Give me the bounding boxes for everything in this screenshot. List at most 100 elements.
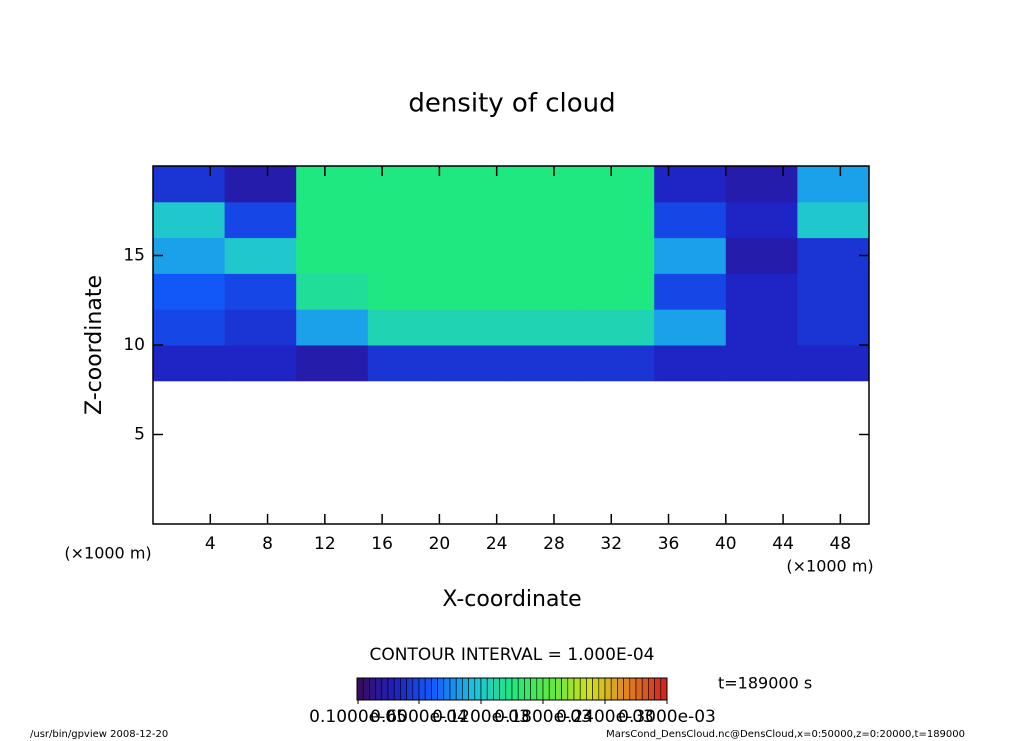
heat-cell (296, 273, 369, 310)
colorbar-swatch (592, 677, 600, 701)
colorbar-swatch (548, 677, 556, 701)
colorbar-swatch (443, 677, 451, 701)
y-axis-label: Z-coordinate (82, 275, 107, 415)
heat-cell (725, 345, 798, 382)
colorbar-swatch (449, 677, 457, 701)
colorbar-swatch (660, 677, 668, 701)
x-tick-label: 36 (658, 534, 680, 554)
y-tick-label: 15 (123, 246, 145, 266)
heat-cell (296, 309, 369, 346)
x-tick-label: 44 (772, 534, 794, 554)
heat-cell (439, 201, 512, 239)
colorbar-swatch (654, 677, 662, 701)
colorbar-swatch (474, 677, 482, 701)
colorbar-swatch (437, 677, 445, 701)
footer: /usr/bin/gpview 2008-12-20 (30, 729, 168, 740)
heat-cell (439, 309, 512, 346)
heat-cell (725, 201, 798, 239)
colorbar-swatch (511, 677, 519, 701)
colorbar-swatch (641, 677, 649, 701)
colorbar-tick-label: 0.2400e-03 (556, 707, 654, 727)
heat-cell (797, 273, 870, 310)
colorbar-swatch (356, 677, 364, 701)
colorbar-swatch (610, 677, 618, 701)
colorbar-swatch (567, 677, 575, 701)
heat-cell (511, 309, 584, 346)
x-tick-label: 12 (314, 534, 336, 554)
colorbar-swatch (418, 677, 426, 701)
y-tick-label: 10 (123, 335, 145, 355)
colorbar-swatch (468, 677, 476, 701)
colorbar-swatch (579, 677, 587, 701)
colorbar-swatch (387, 677, 395, 701)
x-tick-label: 40 (715, 534, 737, 554)
colorbar-swatch (462, 677, 469, 701)
heat-cell (367, 166, 440, 203)
heat-cell (511, 345, 584, 382)
colorbar-swatch (362, 677, 370, 701)
colorbar-swatch (586, 677, 593, 701)
heat-cell (797, 166, 870, 203)
heat-cell (582, 201, 655, 239)
heat-cell (439, 345, 512, 382)
chart-title: density of cloud (408, 89, 615, 119)
heat-cell (439, 273, 512, 310)
heat-cell (367, 309, 440, 346)
x-tick-label: 4 (205, 534, 216, 554)
x-tick-label: 24 (486, 534, 508, 554)
heat-cell (224, 237, 297, 274)
x-tick-label: 32 (600, 534, 622, 554)
colorbar-tick-label: 0.1800e-03 (494, 707, 592, 727)
heat-cell (797, 309, 870, 346)
colorbar-swatch (530, 677, 538, 701)
colorbar-swatch (524, 677, 531, 701)
heat-cell (582, 166, 655, 203)
colorbar-swatch (635, 677, 643, 701)
heat-cell (511, 201, 584, 239)
heat-cell (296, 237, 369, 274)
x-tick-label: 48 (830, 534, 852, 554)
colorbar-swatch (542, 677, 550, 701)
y-tick-label: 5 (134, 425, 145, 445)
heat-cell (439, 237, 512, 274)
x-tick-label: 16 (371, 534, 393, 554)
colorbar-swatch (381, 677, 389, 701)
heat-cell (296, 201, 369, 239)
colorbar-swatch (505, 677, 513, 701)
heat-cell (153, 166, 226, 203)
colorbar-swatch (375, 677, 383, 701)
heat-cell (439, 166, 512, 203)
colorbar-swatch (536, 677, 544, 701)
colorbar-swatch (400, 677, 407, 701)
heat-cell (224, 201, 297, 239)
heat-cell (367, 237, 440, 274)
heat-cell (153, 237, 226, 274)
heat-cell (582, 309, 655, 346)
colorbar-swatch (648, 677, 655, 701)
heat-cell (654, 309, 727, 346)
colorbar-swatch (486, 677, 494, 701)
colorbar-frame (356, 677, 668, 701)
colorbar-swatch (406, 677, 414, 701)
heat-cell (224, 166, 297, 203)
x-unit: (×1000 m) (786, 557, 873, 576)
colorbar-swatch (629, 677, 637, 701)
contour-note: CONTOUR INTERVAL = 1.000E-04 (370, 645, 655, 665)
time-note: t=189000 s (718, 674, 812, 693)
heat-cell (725, 237, 798, 274)
heat-cell (367, 201, 440, 239)
colorbar-swatch (369, 677, 376, 701)
colorbar-swatch (623, 677, 631, 701)
colorbar-swatch (598, 677, 606, 701)
heat-cell (725, 309, 798, 346)
heat-cell (296, 166, 369, 203)
heat-cell (224, 309, 297, 346)
colorbar-swatch (431, 677, 438, 701)
colorbar-tick-label: 0.1200e-03 (432, 707, 530, 727)
x-tick-label: 28 (543, 534, 565, 554)
colorbar-swatch (499, 677, 507, 701)
heat-cell (367, 273, 440, 310)
heat-cell (367, 345, 440, 382)
heat-cell (296, 345, 369, 382)
